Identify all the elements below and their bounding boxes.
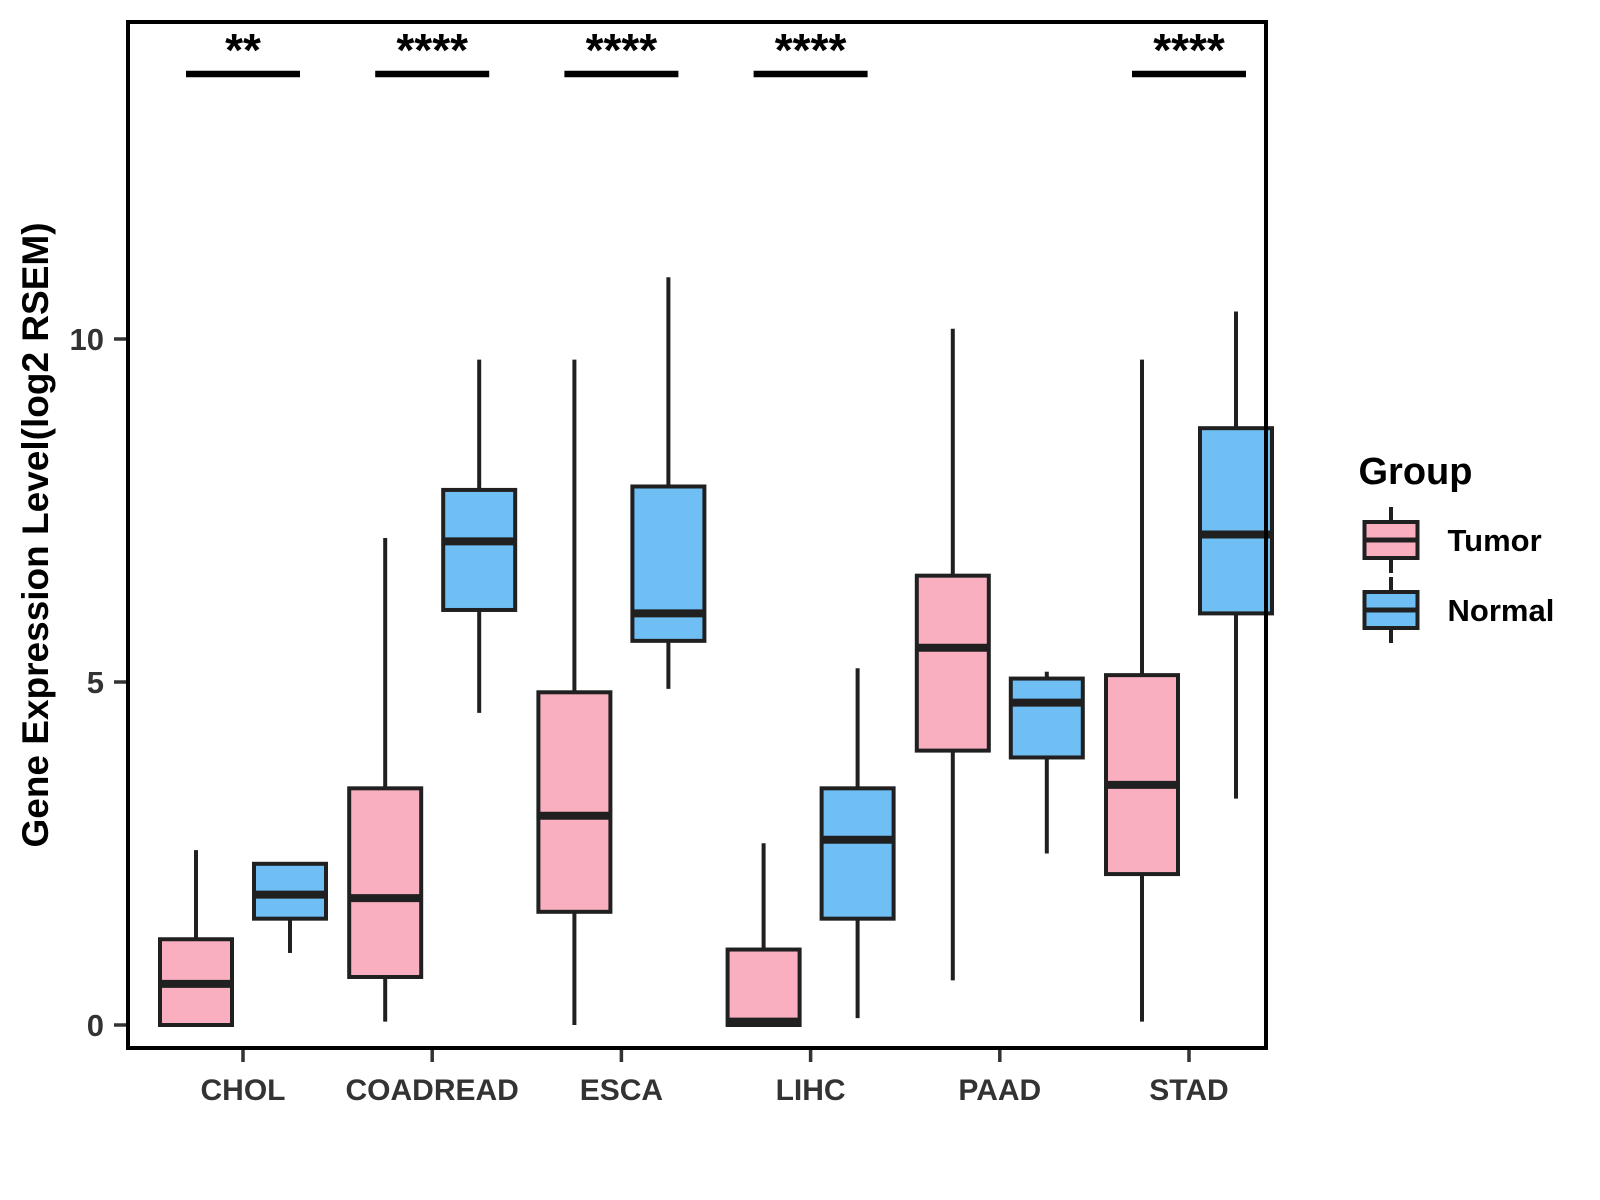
boxplot-chol-tumor bbox=[158, 850, 234, 1027]
iqr-box bbox=[725, 947, 802, 1027]
legend-key-tumor: Tumor bbox=[1362, 507, 1542, 573]
boxplot-stad-normal bbox=[1198, 311, 1274, 799]
legend-key-normal: Normal bbox=[1362, 577, 1555, 643]
boxplot-lihc-tumor bbox=[725, 843, 802, 1027]
x-axis-category-label: ESCA bbox=[580, 1074, 663, 1107]
y-axis-tick-label: 5 bbox=[87, 665, 104, 700]
panel-border bbox=[126, 20, 1268, 1050]
x-axis-category-label: COADREAD bbox=[346, 1074, 519, 1107]
boxplot-esca-normal bbox=[630, 277, 707, 689]
significance-stars: ** bbox=[225, 24, 261, 76]
iqr-box bbox=[1104, 673, 1180, 877]
significance-stars: **** bbox=[1153, 24, 1225, 76]
iqr-box bbox=[630, 484, 707, 643]
significance-stars: **** bbox=[396, 24, 468, 76]
x-axis-category-label: PAAD bbox=[958, 1074, 1041, 1107]
significance-lihc: **** bbox=[753, 24, 868, 78]
iqr-box bbox=[536, 690, 613, 914]
legend-title: Group bbox=[1359, 451, 1473, 493]
iqr-box bbox=[1008, 676, 1085, 760]
significance-chol: ** bbox=[186, 24, 300, 78]
legend-label: Normal bbox=[1448, 593, 1555, 628]
boxplot-esca-tumor bbox=[536, 359, 613, 1025]
iqr-box bbox=[347, 786, 424, 979]
boxplot-lihc-normal bbox=[819, 668, 896, 1019]
iqr-box bbox=[441, 487, 518, 612]
y-axis-title: Gene Expression Level(log2 RSEM) bbox=[15, 222, 56, 847]
significance-stars: **** bbox=[586, 24, 658, 76]
legend: Group Tumor Normal bbox=[1359, 451, 1555, 643]
boxplot-paad-tumor bbox=[914, 328, 991, 981]
significance-esca: **** bbox=[564, 24, 679, 78]
iqr-box bbox=[1198, 426, 1274, 616]
significance-stad: **** bbox=[1132, 24, 1246, 78]
boxplot-chol-normal bbox=[252, 861, 328, 953]
y-axis-tick-label: 10 bbox=[70, 322, 104, 357]
x-axis-category-label: STAD bbox=[1149, 1074, 1228, 1107]
y-axis-tick-label: 0 bbox=[87, 1008, 104, 1043]
significance-stars: **** bbox=[775, 24, 847, 76]
iqr-box bbox=[819, 786, 896, 921]
boxplot-coadread-tumor bbox=[347, 537, 424, 1022]
iqr-box bbox=[914, 573, 991, 753]
significance-coadread: **** bbox=[375, 24, 490, 78]
boxplot-coadread-normal bbox=[441, 359, 518, 713]
legend-label: Tumor bbox=[1448, 523, 1542, 558]
boxplot-stad-tumor bbox=[1104, 359, 1180, 1022]
x-axis-category-label: CHOL bbox=[201, 1074, 286, 1107]
x-axis-category-label: LIHC bbox=[776, 1074, 846, 1107]
boxplot-paad-normal bbox=[1008, 671, 1085, 854]
